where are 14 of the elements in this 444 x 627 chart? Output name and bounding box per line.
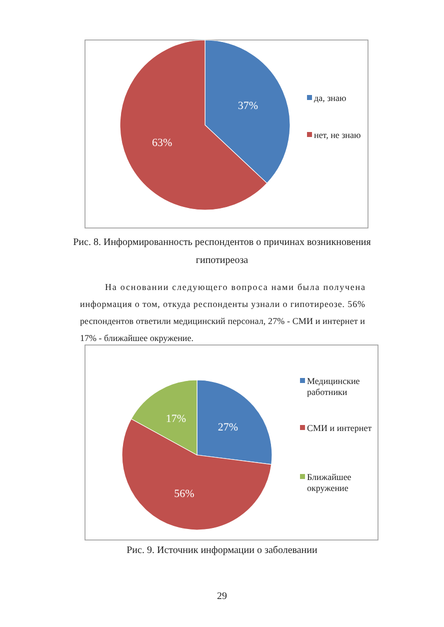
text: На основании следующего вопроса нами была получена информация о том, откуда респонденты узнали о гипотиреозе. 56% респондентов ответили медицинский персонал, 27% - СМИ и интернет и 17% - ближайшее окружение. [80, 282, 366, 343]
legend-label: Медицинские работники [307, 376, 360, 397]
data-label: 37% [238, 100, 258, 112]
legend-label: да, знаю [314, 93, 346, 103]
legend-label: СМИ и интернет [307, 423, 372, 433]
data-label: 27% [218, 421, 238, 434]
text: Рис. 9. Источник информации о заболевании [126, 545, 318, 556]
data-label: 17% [166, 413, 186, 426]
text: Рис. 8. Информированность респондентов о причинах возникновения гипотиреоза [73, 237, 372, 266]
legend-label: нет, не знаю [314, 130, 361, 140]
text: 29 [217, 591, 227, 602]
legend-label: Ближайшее окружение [307, 472, 352, 493]
data-label: 63% [152, 137, 172, 150]
data-label: 56% [174, 488, 194, 500]
